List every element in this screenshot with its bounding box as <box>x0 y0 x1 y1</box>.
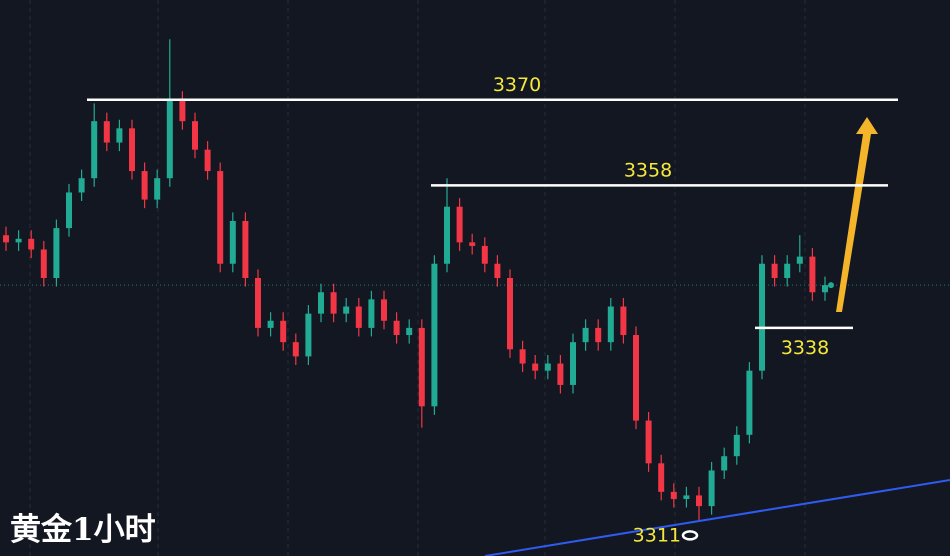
candle-body <box>116 128 123 143</box>
candle-body <box>166 99 173 179</box>
candle-body <box>154 178 161 200</box>
candle-body <box>204 149 211 172</box>
candles <box>0 39 950 521</box>
overlay: 3370 3358 3338 3311 <box>87 74 950 556</box>
candle-body <box>771 263 778 278</box>
candle-body <box>255 278 261 328</box>
candle-body <box>620 306 627 336</box>
candle-body <box>494 263 501 278</box>
candle-body <box>544 363 551 371</box>
candle-body <box>595 327 602 343</box>
candle-body <box>229 220 236 264</box>
candle-body <box>330 292 337 314</box>
candle-body <box>696 495 702 507</box>
candle-body <box>733 434 740 457</box>
candle-body <box>481 245 488 264</box>
candle-body <box>532 363 539 371</box>
candle-body <box>658 463 665 492</box>
candle-body <box>683 495 690 499</box>
candle-body <box>192 121 198 150</box>
candle-body <box>633 335 639 421</box>
level-label: 3358 <box>624 159 672 181</box>
candle-body <box>784 263 791 278</box>
candle-body <box>28 238 35 250</box>
candle-body <box>721 456 728 471</box>
candle-body <box>40 249 47 278</box>
candle-body <box>796 256 803 264</box>
candle-body <box>582 327 589 343</box>
candle-body <box>141 171 148 200</box>
candle-body <box>393 320 400 336</box>
candle-body <box>15 238 22 243</box>
candle-body <box>3 235 9 243</box>
candle-body <box>355 306 362 328</box>
candle-body <box>305 313 312 357</box>
candle-body <box>318 292 324 314</box>
candle-body <box>645 420 652 464</box>
candle-body <box>507 278 513 350</box>
candle-body <box>53 228 60 278</box>
candle-body <box>103 121 110 143</box>
candle-body <box>444 206 450 264</box>
candle-body <box>519 349 526 364</box>
candle-body <box>570 342 576 385</box>
last-price-dot <box>828 282 834 289</box>
candle-body <box>557 363 564 385</box>
candle-body <box>822 285 828 293</box>
candle-body <box>179 99 186 122</box>
candle-body <box>280 320 287 343</box>
candle-body <box>368 299 375 328</box>
candle-body <box>809 256 816 293</box>
level-label: 3370 <box>493 74 541 96</box>
low-marker <box>681 530 699 541</box>
up-arrow <box>836 117 878 312</box>
trend-line <box>484 479 950 556</box>
candle-body <box>66 192 72 229</box>
level-label: 3338 <box>781 337 829 359</box>
candle-body <box>91 121 98 179</box>
candle-body <box>746 370 753 435</box>
candle-body <box>469 242 476 246</box>
chart-title: 黄金1小时 <box>10 512 156 548</box>
candle-body <box>431 263 438 407</box>
candle-body <box>129 128 135 172</box>
candle-body <box>292 342 299 357</box>
candle-body <box>607 306 614 343</box>
candle-body <box>670 491 677 499</box>
candle-body <box>343 306 350 314</box>
candle-body <box>418 327 425 407</box>
candle-body <box>242 220 249 278</box>
candle-body <box>406 327 413 336</box>
candle-body <box>708 470 715 507</box>
candle-body <box>456 206 463 243</box>
candle-body <box>759 263 765 371</box>
candle-body <box>78 178 85 193</box>
candle-body <box>217 171 224 264</box>
level-label: 3311 <box>633 524 681 546</box>
candle-body <box>267 320 274 328</box>
candle-body <box>381 299 387 321</box>
